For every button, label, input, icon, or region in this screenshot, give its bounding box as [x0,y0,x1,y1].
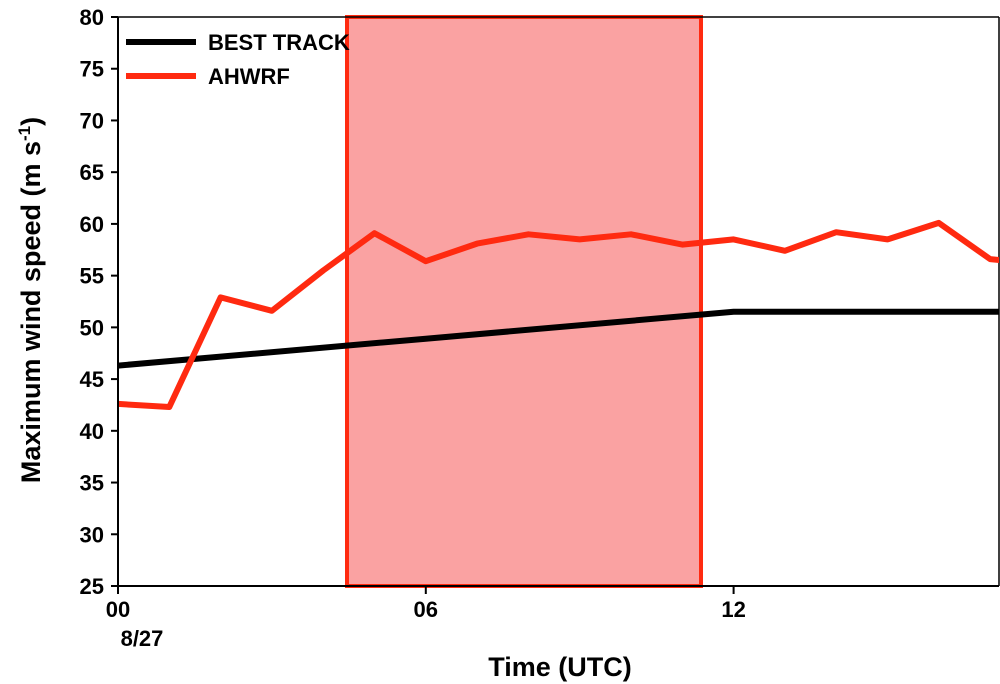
date-labels: 8/278/288/29 [121,626,164,651]
y-tick-label: 45 [80,367,104,392]
y-tick-label: 50 [80,315,104,340]
y-tick-label: 70 [80,108,104,133]
y-tick-label: 40 [80,419,104,444]
y-tick-label: 55 [80,264,104,289]
date-label: 8/27 [121,626,164,651]
x-axis-ticks: 000612180006121800061218 [106,586,746,622]
y-tick-label: 80 [80,5,104,30]
y-axis-ticks: 25 30 35 40 45 50 55 60 65 70 75 80 [80,5,118,599]
series-line-best-track [118,308,999,369]
y-tick-label: 75 [80,57,104,82]
x-tick-label: 06 [414,597,438,622]
legend-label-ahwrf: AHWRF [208,64,290,89]
y-tick-label: 25 [80,574,104,599]
legend: BEST TRACK AHWRF [126,30,350,89]
y-axis-title: Maximum wind speed (m s-1) [15,117,46,483]
y-tick-label: 30 [80,522,104,547]
y-axis-title-close: ) [16,117,46,126]
y-tick-label: 60 [80,212,104,237]
highlight-period-box [345,15,703,588]
series-line-ahwrf [118,219,999,410]
series-layer [118,219,999,410]
y-axis-title-sup: -1 [15,126,34,141]
x-tick-label: 00 [106,597,130,622]
y-tick-label: 65 [80,160,104,185]
legend-label-best-track: BEST TRACK [208,30,350,55]
y-tick-label: 35 [80,471,104,496]
x-tick-label: 12 [721,597,745,622]
x-axis-title: Time (UTC) [488,652,632,682]
y-axis-title-main: Maximum wind speed (m s [16,141,46,483]
